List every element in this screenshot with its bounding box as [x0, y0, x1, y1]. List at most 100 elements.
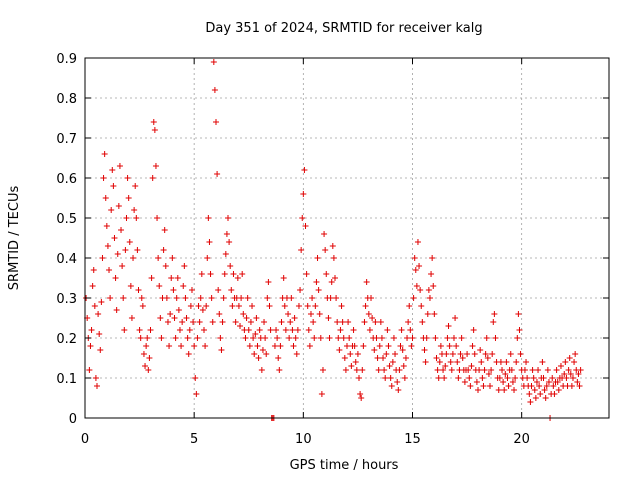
- data-point: [575, 371, 582, 377]
- data-point: [99, 255, 106, 261]
- data-point: [318, 391, 325, 397]
- data-point: [255, 355, 262, 361]
- x-tick-label: 20: [513, 432, 530, 447]
- data-point: [265, 279, 272, 285]
- data-point: [326, 335, 333, 341]
- data-point: [567, 371, 574, 377]
- data-point: [384, 327, 391, 333]
- y-tick-label: 0.6: [56, 172, 77, 187]
- data-point: [287, 319, 294, 325]
- data-point: [160, 247, 167, 253]
- data-point: [179, 319, 186, 325]
- data-point: [479, 375, 486, 381]
- data-point: [273, 327, 280, 333]
- data-point: [481, 367, 488, 373]
- data-point: [566, 355, 573, 361]
- data-point: [111, 235, 118, 241]
- data-point: [301, 167, 308, 173]
- data-point: [488, 367, 495, 373]
- data-point: [561, 371, 568, 377]
- data-point: [469, 343, 476, 349]
- data-point: [436, 359, 443, 365]
- y-tick-label: 0: [69, 412, 77, 427]
- data-point: [139, 303, 146, 309]
- data-point: [176, 327, 183, 333]
- data-point: [397, 343, 404, 349]
- data-point: [511, 387, 518, 393]
- data-point: [458, 335, 465, 341]
- data-point: [380, 355, 387, 361]
- data-point: [181, 263, 188, 269]
- data-point: [503, 359, 510, 365]
- data-point: [197, 295, 204, 301]
- data-point: [144, 335, 151, 341]
- data-point: [86, 367, 93, 373]
- data-point: [334, 319, 341, 325]
- data-point: [216, 311, 223, 317]
- data-point: [240, 311, 247, 317]
- data-point: [87, 343, 94, 349]
- data-point: [134, 247, 141, 253]
- data-point: [217, 335, 224, 341]
- data-point: [245, 327, 252, 333]
- data-point: [482, 351, 489, 357]
- data-point: [434, 367, 441, 373]
- data-point: [339, 319, 346, 325]
- data-point: [526, 391, 533, 397]
- data-point: [317, 335, 324, 341]
- data-point: [137, 335, 144, 341]
- data-point: [254, 343, 261, 349]
- data-point: [307, 311, 314, 317]
- data-point: [125, 195, 132, 201]
- data-point: [424, 311, 431, 317]
- data-point: [311, 335, 318, 341]
- data-point: [577, 367, 584, 373]
- data-point: [449, 351, 456, 357]
- data-point: [392, 351, 399, 357]
- data-point: [124, 175, 131, 181]
- data-point: [372, 319, 379, 325]
- data-point: [544, 367, 551, 373]
- data-point: [88, 327, 95, 333]
- data-point: [568, 383, 575, 389]
- data-point: [409, 335, 416, 341]
- data-point: [266, 303, 273, 309]
- data-point: [237, 323, 244, 329]
- data-point: [377, 319, 384, 325]
- data-point: [399, 347, 406, 353]
- data-point: [263, 351, 270, 357]
- data-point: [442, 363, 449, 369]
- data-point: [354, 351, 361, 357]
- data-point: [557, 363, 564, 369]
- data-point: [352, 359, 359, 365]
- data-point: [539, 359, 546, 365]
- data-point: [513, 359, 520, 365]
- data-point: [186, 327, 193, 333]
- data-point: [281, 303, 288, 309]
- data-point: [565, 367, 572, 373]
- data-point: [244, 295, 251, 301]
- data-point: [271, 343, 278, 349]
- data-point: [221, 271, 228, 277]
- data-point: [294, 327, 301, 333]
- data-point: [246, 343, 253, 349]
- data-point: [204, 255, 211, 261]
- data-point: [322, 247, 329, 253]
- data-point: [430, 283, 437, 289]
- data-point: [477, 347, 484, 353]
- y-tick-label: 0.8: [56, 92, 77, 107]
- data-point: [395, 387, 402, 393]
- data-point: [402, 355, 409, 361]
- data-point: [329, 243, 336, 249]
- data-point: [94, 383, 101, 389]
- data-point: [540, 375, 547, 381]
- data-point: [135, 287, 142, 293]
- data-point: [338, 303, 345, 309]
- data-point: [446, 343, 453, 349]
- data-point: [150, 119, 157, 125]
- data-point: [535, 367, 542, 373]
- data-point: [101, 151, 108, 157]
- data-point: [401, 375, 408, 381]
- data-point: [298, 247, 305, 253]
- data-point: [164, 319, 171, 325]
